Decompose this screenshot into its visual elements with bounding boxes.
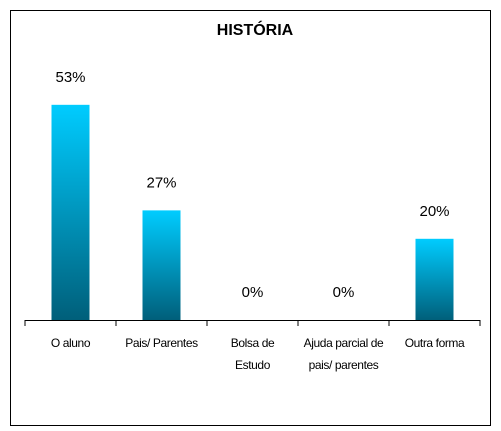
x-tick-label: Ajuda parcial de pais/ parentes: [303, 336, 384, 372]
x-tick-label: Bolsa de Estudo: [230, 336, 275, 372]
value-label: 20%: [419, 203, 449, 220]
value-label: 0%: [242, 284, 264, 301]
chart-title: HISTÓRIA: [217, 20, 294, 39]
x-tick-label: Pais/ Parentes: [125, 336, 198, 350]
bar: [142, 210, 181, 320]
bar: [415, 238, 454, 320]
x-tick-label: O aluno: [50, 336, 91, 350]
chart-frame: [10, 10, 491, 426]
value-label: 0%: [333, 284, 355, 301]
bar: [51, 104, 90, 320]
x-tick-label: Outra forma: [404, 336, 465, 350]
value-label: 53%: [55, 69, 85, 86]
value-label: 27%: [146, 174, 176, 191]
